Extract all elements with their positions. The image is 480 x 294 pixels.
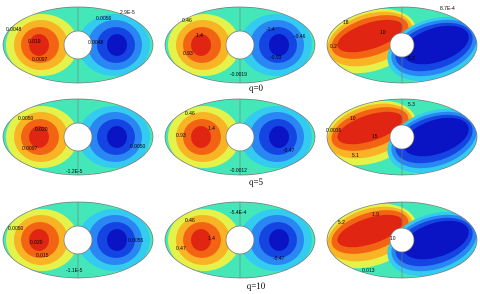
contour-label: 5.3 bbox=[408, 102, 415, 108]
contour-label: -0.93 bbox=[270, 55, 282, 61]
contour-label: 0.020 bbox=[30, 240, 43, 246]
contour-label: -0.47 bbox=[273, 256, 285, 262]
contour-label: 0.93 bbox=[176, 133, 186, 139]
contour-plot bbox=[315, 90, 480, 185]
contour-label: 0.0050 bbox=[18, 116, 34, 122]
contour-label: -0.0019 bbox=[230, 72, 247, 78]
contour-label: 0.0048 bbox=[6, 27, 22, 33]
contour-plot bbox=[3, 99, 153, 175]
contour-label: 10 bbox=[350, 116, 356, 122]
contour-label: 1.4 bbox=[208, 236, 215, 242]
contour-label: 0.0097 bbox=[32, 57, 48, 63]
contour-plot bbox=[315, 0, 480, 92]
contour-label: 8.7E-4 bbox=[440, 6, 455, 12]
contour-label: 5.2 bbox=[338, 220, 345, 226]
contour-label: -0.0012 bbox=[230, 168, 247, 174]
contour-label: 1.4 bbox=[208, 126, 215, 132]
contour-label: 15 bbox=[372, 134, 378, 140]
contour-label: -1.2E-5 bbox=[66, 169, 83, 175]
contour-label: 0.0050 bbox=[130, 144, 146, 150]
contour-labels: 0.0048 0.019 0.0097 0.0056 0.0048 2.9E-5… bbox=[6, 6, 455, 274]
contour-label: 0.0055 bbox=[128, 238, 144, 244]
contour-label: 0.2 bbox=[330, 44, 337, 50]
contour-label: 10 bbox=[390, 236, 396, 242]
contour-plot bbox=[315, 193, 480, 288]
contour-label: 0.0097 bbox=[22, 146, 38, 152]
contour-label: 0.0016 bbox=[326, 128, 342, 134]
contour-label: 0.019 bbox=[28, 39, 41, 45]
contour-plot bbox=[3, 7, 153, 83]
contour-label: -1.1E-5 bbox=[66, 268, 83, 274]
contour-label: 10 bbox=[380, 30, 386, 36]
contour-label: 0.93 bbox=[183, 51, 193, 57]
contour-label: -0.46 bbox=[294, 34, 306, 40]
contour-label: -0.47 bbox=[283, 148, 295, 154]
contour-label: 0.0050 bbox=[8, 226, 24, 232]
caption: q=5 bbox=[249, 177, 264, 187]
contour-label: -5.4E-4 bbox=[230, 210, 247, 216]
contour-label: 5.2 bbox=[408, 56, 415, 62]
contour-label: 1.4 bbox=[196, 33, 203, 39]
contour-label: 0.013 bbox=[362, 268, 375, 274]
contour-label: 0.0056 bbox=[96, 16, 112, 22]
contour-label: 5.1 bbox=[352, 153, 359, 159]
contour-label: 2.9E-5 bbox=[120, 10, 135, 16]
contour-label: 0.47 bbox=[176, 246, 186, 252]
contour-label: 0.46 bbox=[185, 218, 195, 224]
contour-label: -1.4 bbox=[266, 27, 275, 33]
contour-label: 0.020 bbox=[35, 127, 48, 133]
contour-label: 18 bbox=[343, 20, 349, 26]
contour-label: 0.015 bbox=[36, 253, 49, 259]
contour-label: 1.9 bbox=[372, 212, 379, 218]
caption: q=10 bbox=[247, 281, 266, 291]
contour-label: 0.46 bbox=[182, 18, 192, 24]
contour-label: 0.46 bbox=[185, 111, 195, 117]
caption: q=0 bbox=[249, 83, 264, 93]
contour-label: 0.0048 bbox=[88, 40, 104, 46]
